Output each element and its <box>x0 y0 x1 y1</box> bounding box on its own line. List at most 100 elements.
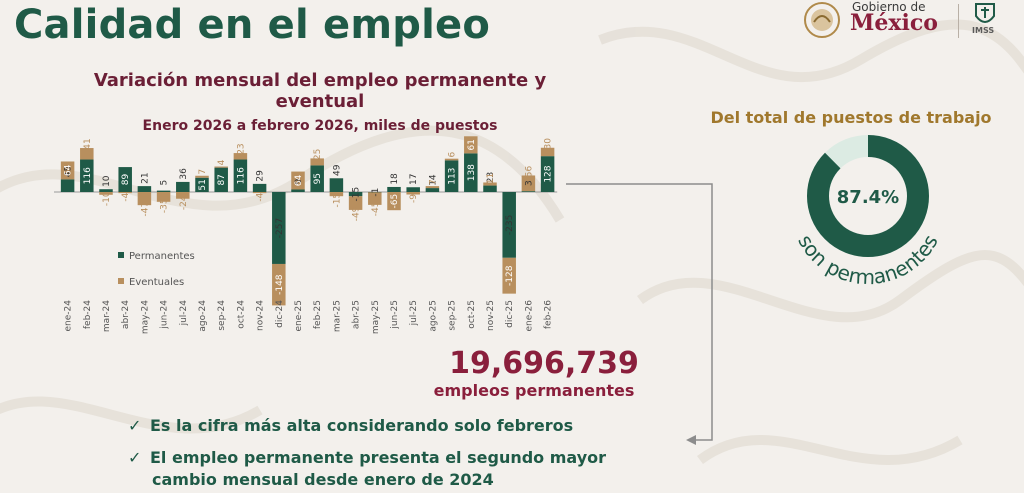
bar-permanentes <box>521 191 536 192</box>
data-label-eventuales: 23 <box>236 143 246 154</box>
bar-permanentes <box>464 153 478 192</box>
bar-permanentes <box>80 159 94 192</box>
data-label-eventuales: -49 <box>352 206 362 221</box>
data-label-permanentes: -235 <box>505 215 515 235</box>
data-label-permanentes: 5 <box>160 180 170 186</box>
bar-eventuales <box>137 192 152 206</box>
x-tick-label: jul-25 <box>409 300 419 326</box>
data-label-permanentes: 116 <box>83 167 93 184</box>
x-tick-label: ago-24 <box>198 300 208 332</box>
data-label-eventuales: 56 <box>524 165 534 177</box>
bar-permanentes <box>425 188 440 192</box>
data-label-eventuales: 61 <box>467 139 477 150</box>
bar-permanentes <box>214 167 228 192</box>
x-tick-label: feb-24 <box>83 300 93 329</box>
x-tick-label: abr-24 <box>121 300 131 329</box>
bar-eventuales <box>118 192 132 194</box>
data-label-permanentes: 138 <box>467 164 477 181</box>
bar-eventuales <box>233 153 248 160</box>
data-label-permanentes: 49 <box>332 164 342 176</box>
x-tick-label: nov-24 <box>256 300 266 331</box>
data-label-permanentes: -257 <box>275 218 285 238</box>
x-tick-label: may-24 <box>140 300 150 334</box>
data-label-permanentes: 116 <box>236 167 246 184</box>
data-label-permanentes: 18 <box>390 173 400 185</box>
bar-permanentes <box>540 156 555 192</box>
bar-eventuales <box>444 158 459 161</box>
x-tick-label: mar-25 <box>332 300 342 332</box>
bar-eventuales <box>329 192 344 197</box>
data-label-permanentes: 45 <box>64 166 74 177</box>
chart-subtitle: Enero 2026 a febrero 2026, miles de pues… <box>142 118 498 134</box>
chart-title-line-1: Variación mensual del empleo permanente … <box>93 70 547 91</box>
bar-permanentes <box>252 183 267 192</box>
x-tick-label: jun-25 <box>390 300 400 330</box>
data-label-permanentes: 36 <box>179 168 189 180</box>
bar-eventuales <box>99 192 113 195</box>
bar-permanentes <box>233 159 248 192</box>
bar-permanentes <box>483 185 497 192</box>
x-tick-label: jun-24 <box>160 300 170 330</box>
data-label-eventuales: -4 <box>121 192 131 201</box>
data-label-permanentes: 29 <box>256 170 266 182</box>
bar-permanentes <box>387 186 401 192</box>
data-label-permanentes: 23 <box>486 172 496 183</box>
donut-chart: 87.4%son permanentes <box>793 135 943 286</box>
data-label-eventuales: 25 <box>313 149 323 160</box>
bar-permanentes <box>99 189 113 192</box>
x-tick-label: feb-26 <box>544 300 554 329</box>
x-tick-label: feb-25 <box>313 300 323 329</box>
data-label-eventuales: -9 <box>409 194 419 203</box>
data-label-eventuales: -45 <box>371 202 381 217</box>
x-tick-label: sep-25 <box>448 300 458 331</box>
data-label-permanentes: 21 <box>140 172 150 183</box>
data-label-eventuales: -24 <box>179 195 189 210</box>
data-label-eventuales: 7 <box>428 179 438 185</box>
bar-eventuales <box>521 175 536 192</box>
data-label-eventuales: 30 <box>544 138 554 150</box>
x-tick-label: nov-25 <box>486 300 496 331</box>
bar-permanentes <box>195 177 209 192</box>
bar-eventuales <box>406 192 420 195</box>
bar-permanentes <box>502 192 516 258</box>
highlight-label: empleos permanentes <box>433 381 635 400</box>
bullet-item: ✓ Es la cifra más alta considerando solo … <box>128 416 573 435</box>
data-label-eventuales: 64 <box>294 175 304 187</box>
donut-slice-permanentes <box>807 135 929 257</box>
check-icon: ✓ <box>128 416 142 435</box>
data-label-permanentes: 9 <box>294 178 304 184</box>
data-label-eventuales: 7 <box>198 169 208 175</box>
legend-swatch-permanentes <box>118 252 124 258</box>
x-tick-label: ene-24 <box>64 300 74 332</box>
bar-permanentes <box>444 160 459 192</box>
data-label-eventuales: -47 <box>140 202 150 217</box>
bar-eventuales <box>60 161 75 180</box>
data-label-eventuales: 64 <box>64 164 74 176</box>
bar-eventuales <box>387 192 401 211</box>
bar-eventuales <box>348 196 363 210</box>
data-label-eventuales: -35 <box>160 198 170 213</box>
x-tick-label: mar-24 <box>102 300 112 332</box>
bar-eventuales <box>252 192 267 194</box>
check-icon: ✓ <box>128 448 142 467</box>
data-label-permanentes: 14 <box>428 174 438 186</box>
imss-logo-icon <box>975 3 995 23</box>
logo-line-2: México <box>850 10 938 36</box>
bar-eventuales <box>80 148 94 160</box>
bar-permanentes <box>118 167 132 192</box>
imss-label: IMSS <box>972 26 995 35</box>
bar-permanentes <box>368 192 382 193</box>
data-label-permanentes: 89 <box>121 174 131 186</box>
bar-permanentes <box>406 187 420 192</box>
x-tick-label: ene-26 <box>524 300 534 332</box>
bar-permanentes <box>60 179 75 192</box>
legend-label-eventuales: Eventuales <box>129 277 184 288</box>
data-label-permanentes: 17 <box>409 174 419 185</box>
bar-eventuales <box>156 192 171 202</box>
logo-line-1: Gobierno de <box>852 0 926 14</box>
x-tick-label: ago-25 <box>428 300 438 332</box>
x-tick-label: oct-24 <box>236 300 246 329</box>
donut-title: Del total de puestos de trabajo <box>710 108 992 127</box>
bullet-text-continued: cambio mensual desde enero de 2024 <box>152 470 494 489</box>
